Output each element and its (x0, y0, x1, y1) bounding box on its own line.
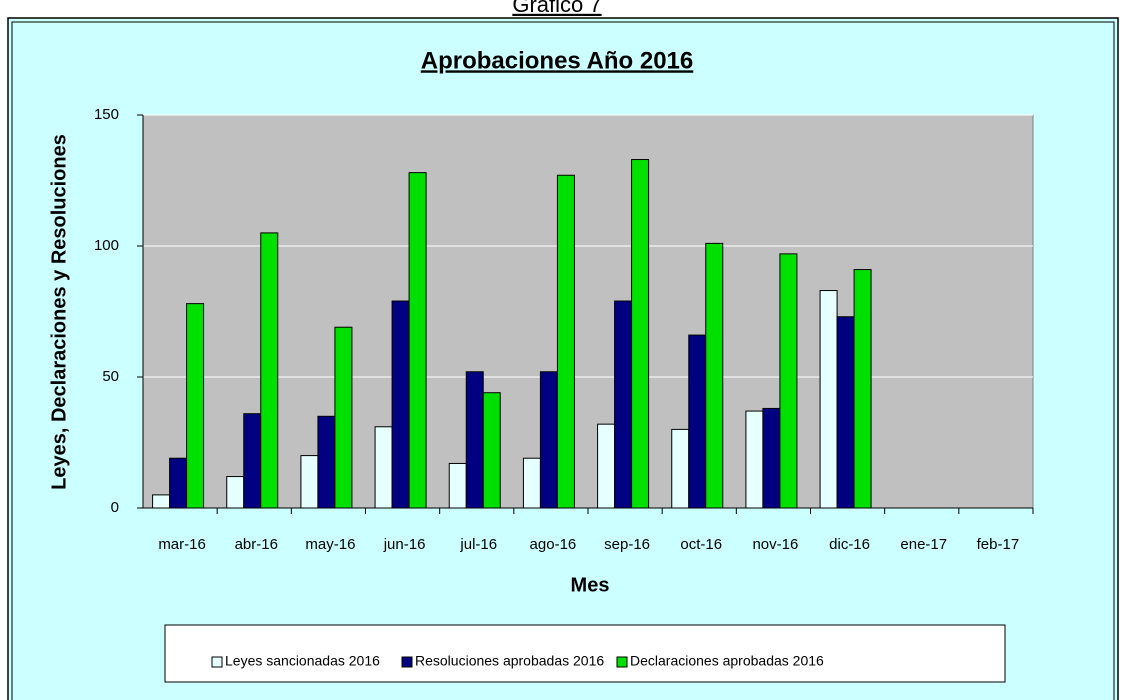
bar (300, 455, 319, 509)
bar (556, 174, 575, 509)
bar (391, 300, 410, 509)
bar (836, 316, 855, 509)
x-tick-label: sep-16 (604, 536, 650, 553)
chart-title: Aprobaciones Año 2016 (421, 47, 694, 74)
legend-label: Leyes sancionadas 2016 (225, 653, 380, 669)
bar (745, 410, 764, 509)
bar (597, 423, 616, 509)
bar (260, 232, 279, 509)
bar (614, 300, 633, 509)
bar (152, 494, 171, 509)
bar (169, 457, 188, 509)
legend-label: Resoluciones aprobadas 2016 (415, 653, 604, 669)
bar (465, 371, 484, 509)
bar (482, 392, 501, 509)
legend-box (164, 624, 1006, 683)
bar (448, 462, 467, 509)
bar (671, 428, 690, 509)
legend-label: Declaraciones aprobadas 2016 (630, 653, 824, 669)
x-tick-label: jul-16 (459, 536, 497, 553)
y-tick-label: 150 (94, 106, 119, 123)
legend-swatch (401, 656, 413, 668)
x-tick-label: nov-16 (752, 536, 798, 553)
plot-area (142, 114, 1034, 509)
bar (226, 476, 245, 509)
bar (539, 371, 558, 509)
bar (408, 172, 427, 509)
x-tick-label: oct-16 (680, 536, 722, 553)
legend-swatch (211, 656, 223, 668)
x-axis-label: Mes (571, 574, 610, 596)
x-tick-label: abr-16 (235, 536, 278, 553)
caption: Gráfico 7 (512, 0, 601, 17)
x-tick-label: may-16 (305, 536, 355, 553)
y-tick-label: 0 (111, 499, 119, 516)
bar (186, 303, 205, 509)
bar (374, 426, 393, 509)
bar (853, 269, 872, 509)
x-tick-label: mar-16 (158, 536, 206, 553)
bar (317, 415, 336, 509)
y-tick-label: 100 (94, 237, 119, 254)
bar (334, 326, 353, 509)
y-axis-label: Leyes, Declaraciones y Resoluciones (48, 134, 70, 490)
bar (705, 242, 724, 509)
bar (243, 413, 262, 509)
chart-frame-inner (11, 21, 1115, 700)
x-tick-label: jun-16 (383, 536, 426, 553)
bar (522, 457, 541, 509)
bar (762, 407, 781, 509)
x-tick-label: feb-17 (977, 536, 1020, 553)
x-tick-label: ene-17 (900, 536, 947, 553)
bar (819, 290, 838, 509)
bar (688, 334, 707, 509)
legend-swatch (616, 656, 628, 668)
bar (631, 159, 650, 509)
bar (779, 253, 798, 509)
x-tick-label: dic-16 (829, 536, 870, 553)
y-tick-label: 50 (102, 368, 119, 385)
x-tick-label: ago-16 (530, 536, 577, 553)
